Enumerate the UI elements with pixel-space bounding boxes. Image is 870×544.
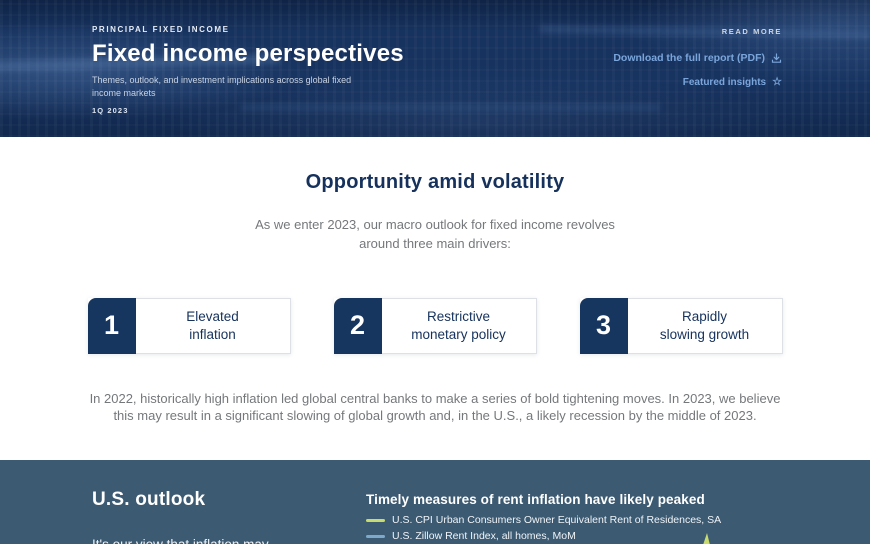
driver-card-3: 3 Rapidly slowing growth xyxy=(579,297,783,354)
legend-label: U.S. CPI Urban Consumers Owner Equivalen… xyxy=(392,514,722,526)
driver-label: Restrictive monetary policy xyxy=(381,297,537,354)
download-icon xyxy=(771,52,782,63)
driver-label: Elevated inflation xyxy=(135,297,291,354)
opportunity-section: Opportunity amid volatility As we enter … xyxy=(0,137,870,460)
section-heading-opportunity: Opportunity amid volatility xyxy=(305,171,565,193)
page-title: Fixed income perspectives xyxy=(92,40,404,67)
chart-legend: U.S. CPI Urban Consumers Owner Equivalen… xyxy=(366,514,782,543)
legend-label: U.S. Zillow Rent Index, all homes, MoM xyxy=(392,530,576,543)
outlook-paragraph: It's our view that inflation may xyxy=(92,535,347,544)
featured-insights-link[interactable]: Featured insights ☆ xyxy=(613,76,782,89)
read-more-link[interactable]: READ MORE xyxy=(721,27,782,36)
featured-insights-label: Featured insights xyxy=(682,77,767,88)
outlook-text-column: U.S. outlook It's our view that inflatio… xyxy=(92,489,347,544)
legend-swatch-cpi xyxy=(366,519,385,523)
download-report-label: Download the full report (PDF) xyxy=(613,52,765,64)
us-outlook-section: U.S. outlook It's our view that inflatio… xyxy=(0,460,870,544)
legend-swatch-zillow xyxy=(366,535,385,539)
driver-number: 2 xyxy=(333,297,382,354)
legend-item-zillow: U.S. Zillow Rent Index, all homes, MoM xyxy=(366,530,782,543)
chart-line-peak xyxy=(703,533,710,544)
driver-label: Rapidly slowing growth xyxy=(627,297,783,354)
chart-title: Timely measures of rent inflation have l… xyxy=(366,492,705,507)
page-subtitle: Themes, outlook, and investment implicat… xyxy=(92,75,352,99)
header-background-image xyxy=(0,0,870,137)
chart-column: Timely measures of rent inflation have l… xyxy=(366,489,782,544)
hero-header: PRINCIPAL FIXED INCOME Fixed income pers… xyxy=(0,0,870,137)
driver-card-1: 1 Elevated inflation xyxy=(87,297,291,354)
hero-links: READ MORE Download the full report (PDF)… xyxy=(613,27,782,88)
brand-eyebrow: PRINCIPAL FIXED INCOME xyxy=(92,25,230,34)
driver-cards-row: 1 Elevated inflation 2 Restrictive monet… xyxy=(0,297,870,354)
section-heading-us-outlook: U.S. outlook xyxy=(92,489,206,510)
legend-item-cpi: U.S. CPI Urban Consumers Owner Equivalen… xyxy=(366,514,782,527)
hero-content: PRINCIPAL FIXED INCOME Fixed income pers… xyxy=(0,0,870,137)
driver-number: 1 xyxy=(87,297,136,354)
intro-lead-text: As we enter 2023, our macro outlook for … xyxy=(255,217,615,251)
driver-number: 3 xyxy=(579,297,628,354)
star-icon: ☆ xyxy=(772,76,782,88)
report-period: 1Q 2023 xyxy=(92,106,129,116)
intro-body-text: In 2022, historically high inflation led… xyxy=(89,390,781,424)
download-report-link[interactable]: Download the full report (PDF) xyxy=(613,52,782,64)
driver-card-2: 2 Restrictive monetary policy xyxy=(333,297,537,354)
